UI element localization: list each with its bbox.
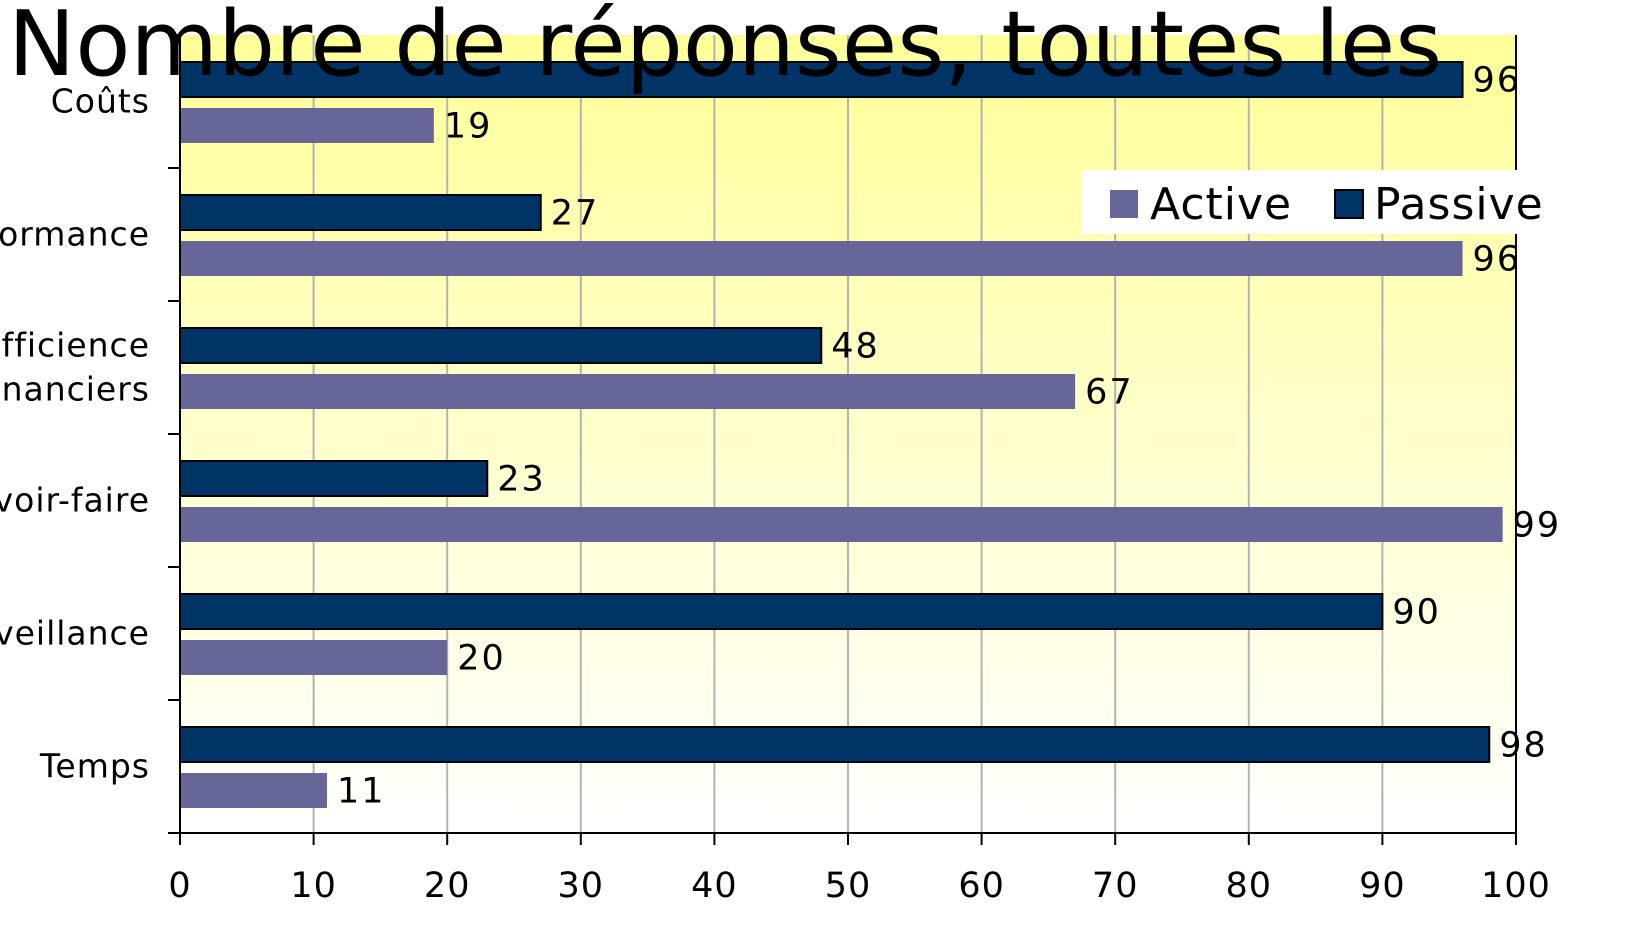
category-label: rveillance <box>0 614 150 653</box>
x-tick-label: 60 <box>958 866 1005 906</box>
active-data-label: 96 <box>1473 240 1522 280</box>
active-bar <box>180 640 448 675</box>
x-tick-label: 70 <box>1092 866 1139 906</box>
passive-data-label: 98 <box>1499 726 1548 766</box>
active-data-label: 67 <box>1085 373 1134 413</box>
category-label: Coûts <box>51 82 150 121</box>
legend-swatch-active <box>1110 190 1138 218</box>
legend: Active Passive <box>1082 170 1552 234</box>
active-bar <box>180 108 434 143</box>
legend-swatch-passive <box>1334 189 1364 219</box>
passive-data-label: 27 <box>551 194 600 234</box>
active-bar <box>180 374 1076 409</box>
active-data-label: 20 <box>457 639 506 679</box>
passive-data-label: 23 <box>497 460 546 500</box>
passive-data-label: 90 <box>1392 593 1441 633</box>
x-tick-label: 50 <box>825 866 872 906</box>
passive-data-label: 96 <box>1473 61 1522 101</box>
active-data-label: 19 <box>444 107 493 147</box>
legend-label-passive: Passive <box>1374 179 1544 230</box>
passive-bar <box>179 194 542 231</box>
x-tick-label: 20 <box>424 866 471 906</box>
category-label: voir-faire <box>0 481 150 520</box>
x-tick-label: 100 <box>1481 866 1551 906</box>
chart-title: Nombre de réponses, toutes les <box>8 0 1442 97</box>
legend-box <box>1082 170 1552 234</box>
passive-bar <box>179 460 489 497</box>
passive-bar <box>179 61 1464 98</box>
active-bar <box>180 773 327 808</box>
labels: 0 10 20 30 40 50 60 70 80 90 100 Coûts formance effic… <box>0 61 1562 907</box>
active-bar <box>180 507 1503 542</box>
active-data-label: 11 <box>337 772 386 812</box>
x-tick-label: 10 <box>290 866 337 906</box>
x-tick-label: 90 <box>1359 866 1406 906</box>
x-tick-label: 30 <box>558 866 605 906</box>
passive-bar <box>179 327 823 364</box>
x-tick-label: 40 <box>691 866 738 906</box>
passive-bar <box>179 593 1384 630</box>
active-bar <box>180 241 1463 276</box>
x-tick-label: 80 <box>1226 866 1273 906</box>
category-label: financiers <box>0 370 150 409</box>
axes <box>168 34 1517 845</box>
legend-label-active: Active <box>1150 179 1292 230</box>
passive-bar <box>179 726 1491 763</box>
passive-data-label: 48 <box>831 327 880 367</box>
active-data-label: 99 <box>1513 506 1562 546</box>
bars <box>179 61 1503 808</box>
category-label: formance <box>0 215 150 254</box>
x-tick-label: 0 <box>168 866 191 906</box>
category-label: Temps <box>39 747 150 786</box>
